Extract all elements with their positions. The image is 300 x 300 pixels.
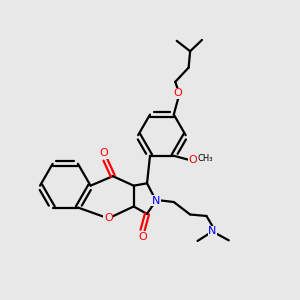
Text: CH₃: CH₃ bbox=[198, 154, 213, 163]
Text: N: N bbox=[208, 226, 217, 236]
Text: O: O bbox=[104, 213, 113, 224]
Text: O: O bbox=[138, 232, 147, 242]
Text: N: N bbox=[152, 196, 160, 206]
Text: O: O bbox=[100, 148, 108, 158]
Text: O: O bbox=[189, 155, 197, 165]
Text: O: O bbox=[174, 88, 183, 98]
